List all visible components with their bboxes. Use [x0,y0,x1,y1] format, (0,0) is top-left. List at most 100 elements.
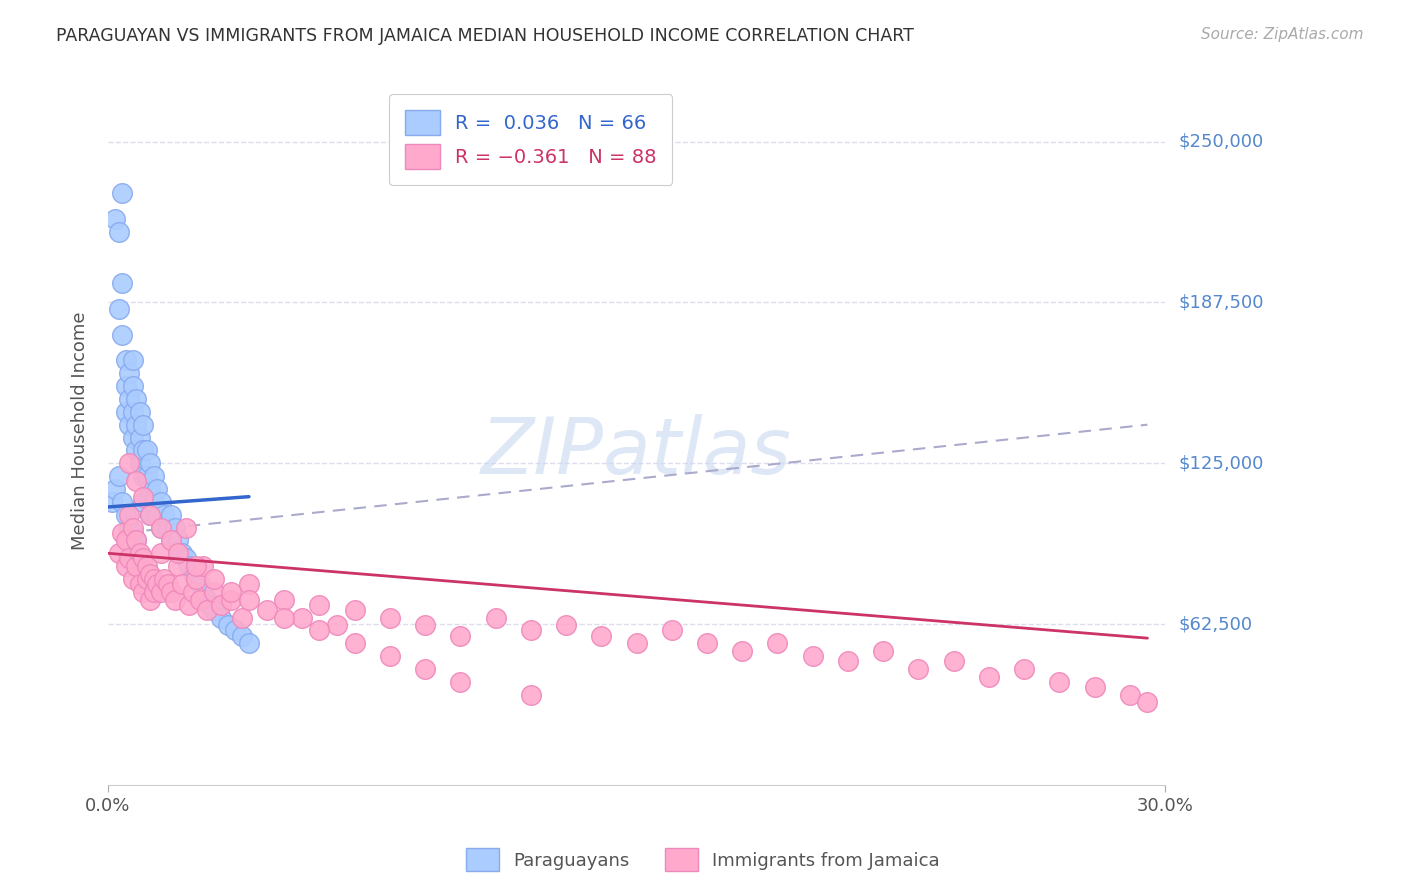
Point [146,508,169,522]
Point [160,585,183,599]
Point [139,456,162,470]
Point [121,379,143,393]
Point [132,443,155,458]
Point [142,585,165,599]
Point [104,482,127,496]
Point [308,624,330,638]
Point [224,624,246,638]
Point [114,405,136,419]
Point [195,603,218,617]
Point [160,533,183,548]
Point [114,379,136,393]
Point [378,649,401,664]
Point [128,431,150,445]
Point [135,443,157,458]
Point [209,610,232,624]
Point [731,644,754,658]
Point [146,482,169,496]
Point [696,636,718,650]
Point [167,533,190,548]
Point [139,508,162,522]
Point [125,559,148,574]
Point [132,585,155,599]
Point [555,618,578,632]
Point [114,353,136,368]
Point [231,629,253,643]
Point [238,636,260,650]
Point [149,546,172,560]
Text: ZIPatlas: ZIPatlas [481,414,792,491]
Point [661,624,683,638]
Point [135,572,157,586]
Point [326,618,349,632]
Point [149,585,172,599]
Point [153,508,176,522]
Point [191,585,214,599]
Point [107,301,129,316]
Point [308,598,330,612]
Point [107,469,129,483]
Point [167,559,190,574]
Point [343,603,366,617]
Point [273,610,295,624]
Point [520,624,543,638]
Point [231,610,253,624]
Point [139,566,162,581]
Point [801,649,824,664]
Point [174,551,197,566]
Point [142,495,165,509]
Point [163,592,186,607]
Point [195,592,218,607]
Point [170,546,193,560]
Point [114,533,136,548]
Text: PARAGUAYAN VS IMMIGRANTS FROM JAMAICA MEDIAN HOUSEHOLD INCOME CORRELATION CHART: PARAGUAYAN VS IMMIGRANTS FROM JAMAICA ME… [56,27,914,45]
Point [128,456,150,470]
Point [149,520,172,534]
Point [238,592,260,607]
Point [872,644,894,658]
Point [100,495,122,509]
Point [202,603,225,617]
Point [167,546,190,560]
Point [121,525,143,540]
Point [107,225,129,239]
Point [188,592,211,607]
Point [184,572,207,586]
Y-axis label: Median Household Income: Median Household Income [72,312,89,550]
Point [184,572,207,586]
Point [202,572,225,586]
Point [135,469,157,483]
Point [217,618,239,632]
Point [163,520,186,534]
Point [125,533,148,548]
Point [125,417,148,432]
Point [111,276,134,290]
Point [139,482,162,496]
Point [118,508,141,522]
Point [118,520,141,534]
Point [121,353,143,368]
Point [111,327,134,342]
Point [135,559,157,574]
Point [238,577,260,591]
Point [221,585,243,599]
Point [111,495,134,509]
Point [118,551,141,566]
Point [188,577,211,591]
Point [221,592,243,607]
Point [907,662,929,676]
Point [107,546,129,560]
Point [142,469,165,483]
Point [128,405,150,419]
Point [132,495,155,509]
Point [177,598,200,612]
Point [121,572,143,586]
Point [1136,695,1159,709]
Point [118,366,141,380]
Point [837,654,859,668]
Point [378,610,401,624]
Point [132,551,155,566]
Point [413,662,436,676]
Point [146,577,169,591]
Point [132,417,155,432]
